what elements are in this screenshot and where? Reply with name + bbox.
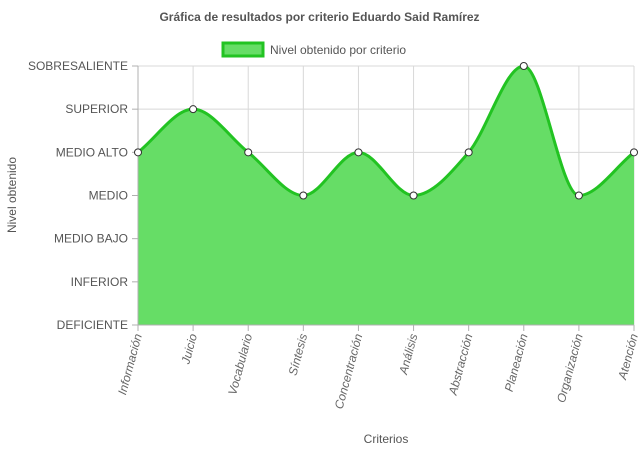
data-point-0[interactable] <box>134 148 142 157</box>
x-tick-label: Concentración <box>332 332 366 411</box>
data-point-4[interactable] <box>354 148 363 157</box>
legend-swatch <box>221 41 265 58</box>
legend-label: Nivel obtenido por criterio <box>270 43 406 57</box>
data-points <box>134 62 638 200</box>
y-tick-label: SUPERIOR <box>65 102 128 116</box>
data-point-5[interactable] <box>409 191 418 200</box>
y-tick-label: MEDIO ALTO <box>56 145 128 159</box>
x-tick-label: Atención <box>615 332 639 382</box>
x-tick-label: Planeación <box>502 332 531 393</box>
data-point-6[interactable] <box>464 148 473 157</box>
y-axis-title: Nivel obtenido <box>5 157 19 233</box>
x-tick-label: Vocabulario <box>225 332 255 397</box>
y-tick-label: DEFICIENTE <box>57 318 128 332</box>
data-point-8[interactable] <box>574 191 583 200</box>
data-point-7[interactable] <box>519 62 528 70</box>
series-area <box>137 64 635 325</box>
chart-title: Gráfica de resultados por criterio Eduar… <box>159 10 479 24</box>
data-point-3[interactable] <box>299 191 308 200</box>
x-tick-label: Síntesis <box>286 332 311 377</box>
data-point-2[interactable] <box>244 148 253 157</box>
legend[interactable]: Nivel obtenido por criterio <box>221 41 406 58</box>
x-tick-label: Abstracción <box>446 332 476 397</box>
data-point-9[interactable] <box>630 148 638 157</box>
x-tick-label: Información <box>115 332 145 396</box>
y-tick-label: SOBRESALIENTE <box>28 59 128 73</box>
y-tick-label: MEDIO BAJO <box>54 232 128 246</box>
x-tick-label: Organización <box>554 332 586 404</box>
x-axis-title: Criterios <box>364 432 409 446</box>
y-axis-tick-labels: DEFICIENTE INFERIOR MEDIO BAJO MEDIO MEDIO A… <box>28 59 128 332</box>
x-tick-label: Análisis <box>396 332 420 377</box>
y-tick-label: INFERIOR <box>71 275 129 289</box>
series-fill <box>138 66 634 325</box>
x-tick-label: Juicio <box>178 332 200 367</box>
x-axis-tick-labels: Información Juicio Vocabulario Síntesis Conc… <box>115 332 639 411</box>
series-line <box>137 64 635 198</box>
data-point-1[interactable] <box>189 105 198 114</box>
y-tick-label: MEDIO <box>89 189 128 203</box>
